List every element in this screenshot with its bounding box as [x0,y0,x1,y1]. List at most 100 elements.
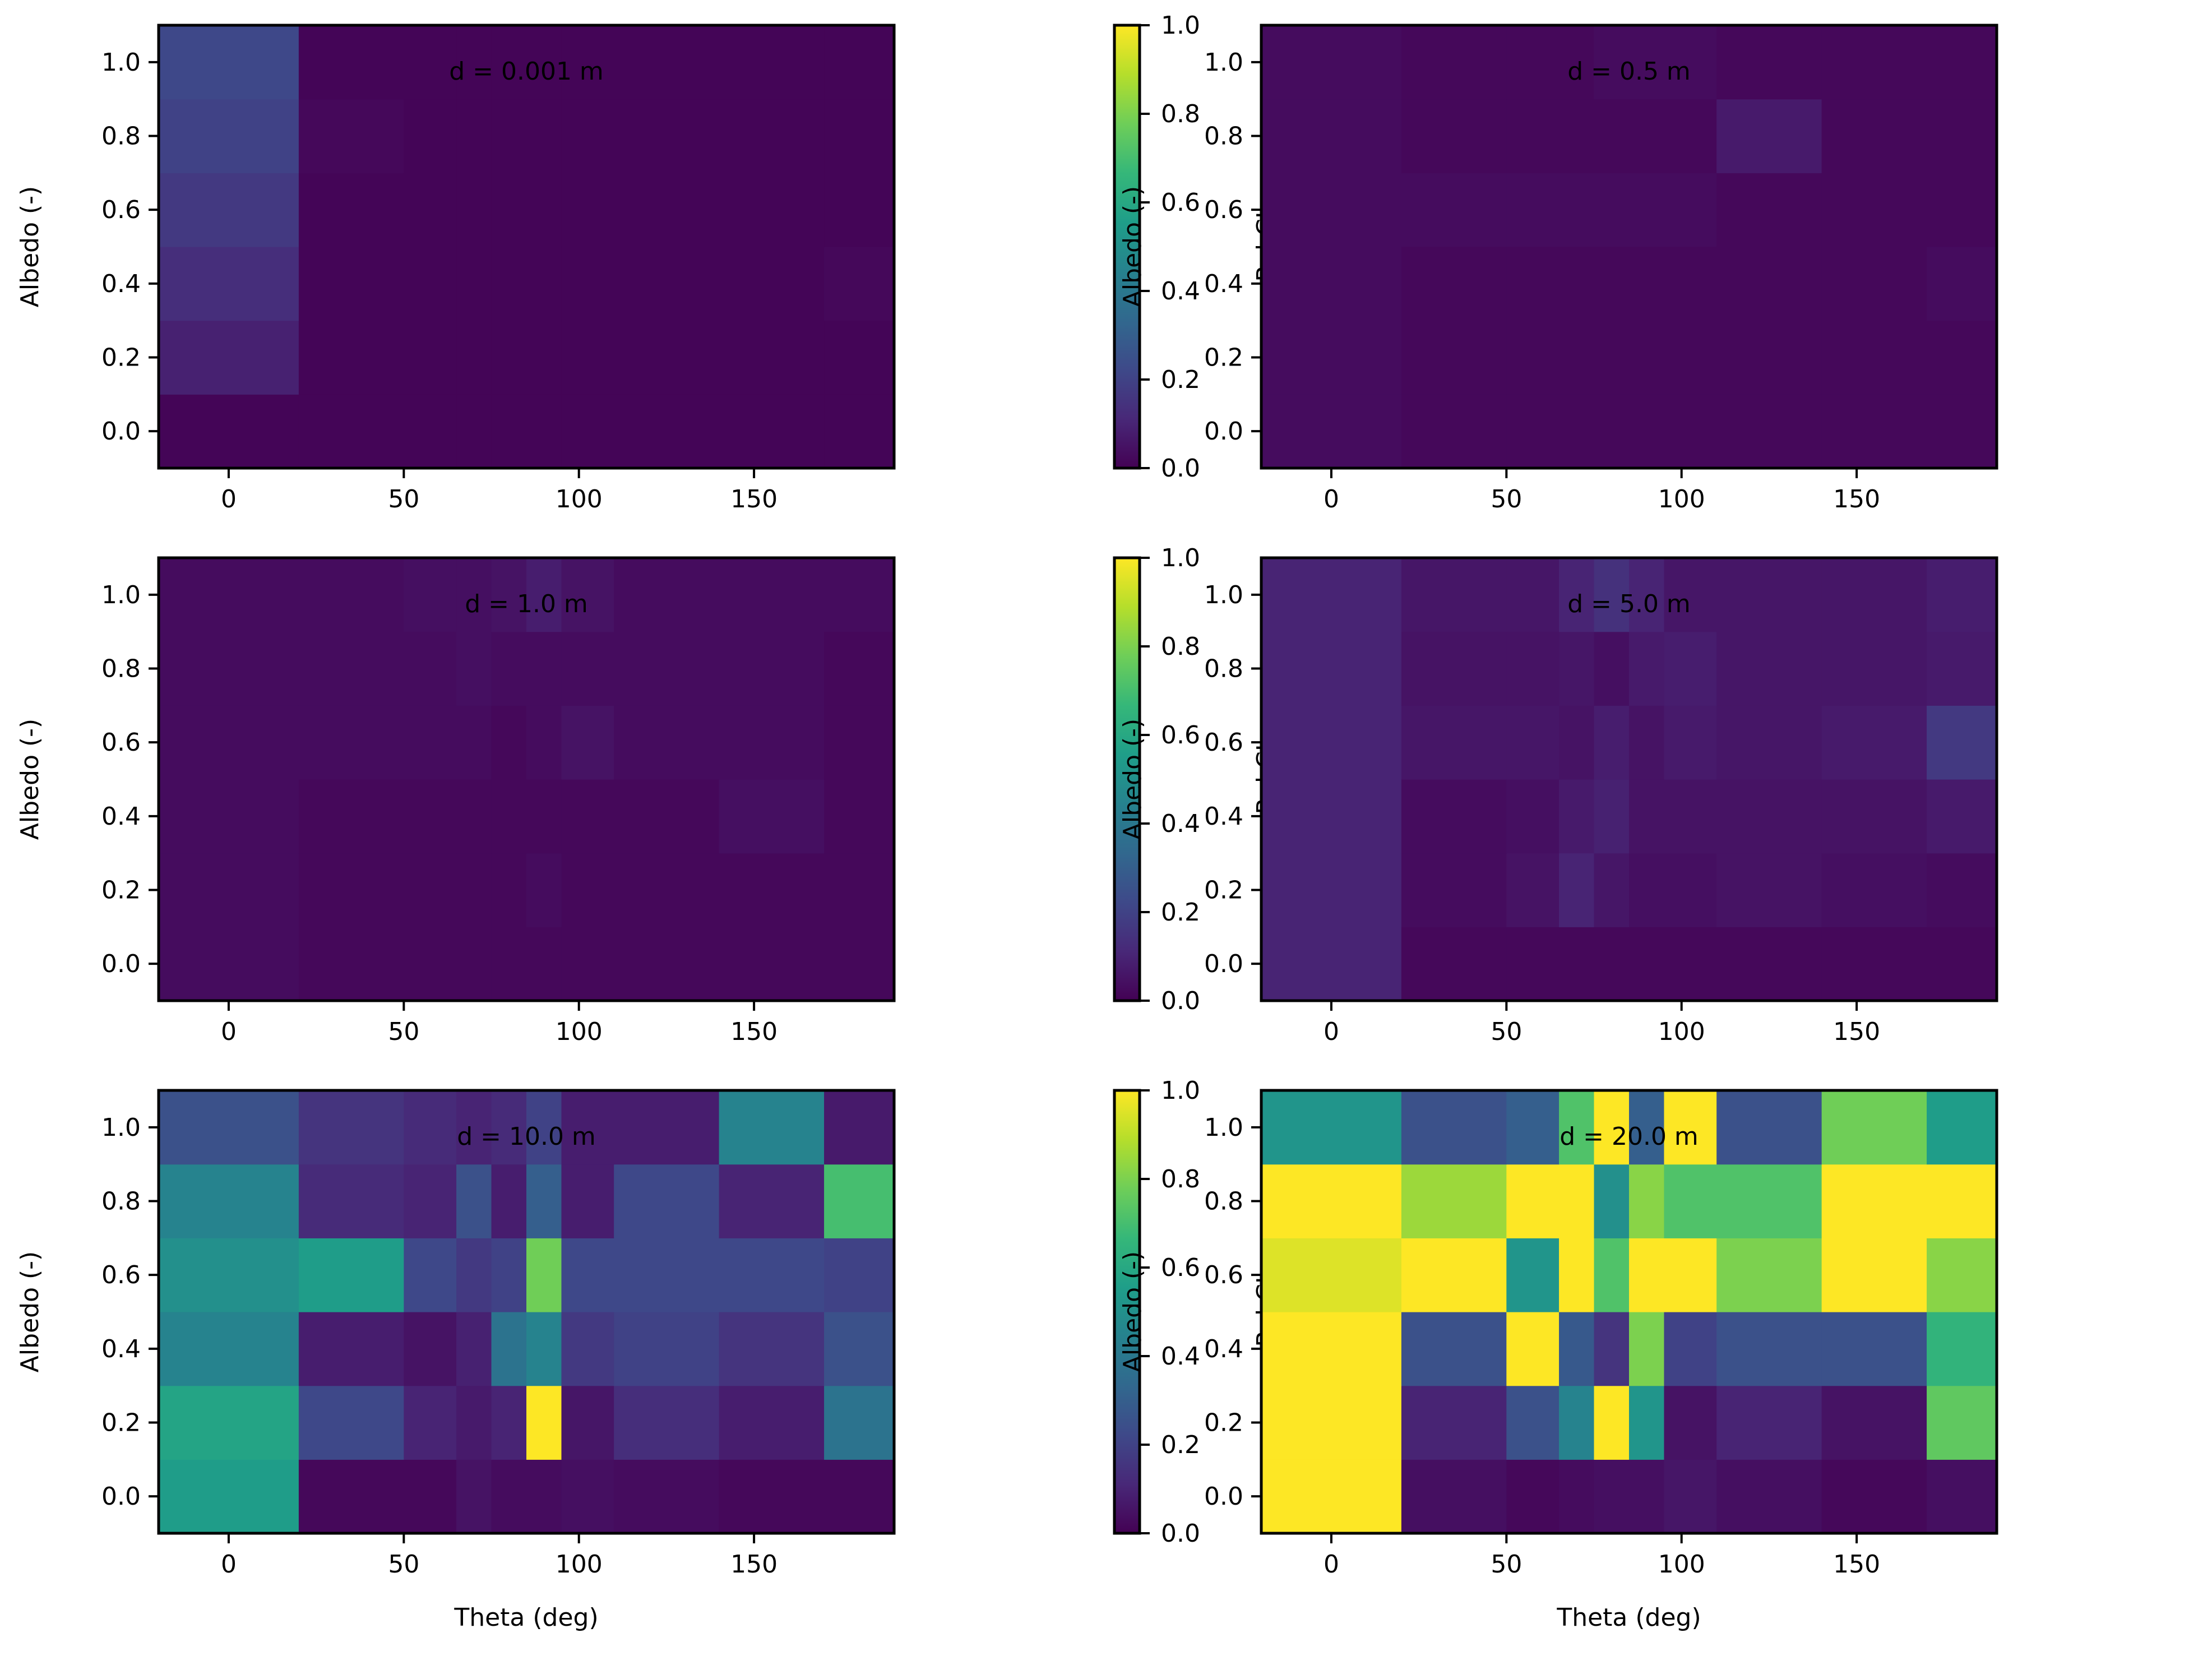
heatmap-cell [1559,853,1595,927]
heatmap-cell [1401,1459,1507,1534]
heatmap-cell [404,1312,457,1386]
heatmap-cell [526,1164,562,1238]
heatmap-cell [1506,631,1559,706]
x-tick-label: 100 [556,1550,603,1579]
heatmap-cell [491,927,527,1001]
heatmap-cell [1261,1238,1402,1312]
heatmap-cell [1594,320,1630,395]
heatmap-cell [1261,1385,1402,1460]
heatmap-cell [298,320,404,395]
heatmap-cell [298,1090,404,1165]
y-axis-label: Albedo (-) [16,1251,44,1372]
heatmap-cell [561,705,614,780]
heatmap-cell [1559,25,1595,100]
heatmap-cell [1716,1164,1822,1238]
heatmap-cell [1629,705,1665,780]
heatmap-cell [1401,25,1507,100]
y-tick-label: 0.4 [101,270,141,298]
y-axis-label: Albedo (-) [1118,719,1147,840]
heatmap-cell [1261,1312,1402,1386]
y-tick-label: 1.0 [1204,1113,1243,1142]
heatmap-cell [1261,853,1402,927]
colorbar-tick-label: 0.8 [1161,632,1200,661]
heatmap-cell [1401,247,1507,321]
heatmap-cell [719,1312,825,1386]
heatmap-cell [1506,247,1559,321]
y-tick-label: 1.0 [101,1113,141,1142]
heatmap-cell [1821,1164,1927,1238]
heatmap-cell [1559,927,1595,1001]
heatmap-cell [159,853,299,927]
heatmap-cell [1401,1164,1507,1238]
heatmap-cell [1401,1312,1507,1386]
heatmap-cell [1821,394,1927,469]
heatmap-cell [719,247,825,321]
heatmap-cell [1629,1164,1665,1238]
colorbar-gradient [1114,558,1140,1001]
heatmap-cell [614,1312,720,1386]
colorbar-tick-label: 0.8 [1161,1165,1200,1194]
heatmap-cell [456,1459,492,1534]
heatmap-cell [404,631,457,706]
heatmap-cell [824,394,895,469]
heatmap-cell [1716,1090,1822,1165]
heatmap-cell [719,927,825,1001]
heatmap-cell [456,394,492,469]
heatmap-cell [1716,99,1822,173]
heatmap-cell [159,1385,299,1460]
heatmap-cell [404,99,457,173]
heatmap-cell [1664,320,1717,395]
axes-frame [1260,1089,1998,1535]
heatmap-cell [404,927,457,1001]
heatmap-cell [526,853,562,927]
heatmap-cell [1629,1238,1665,1312]
heatmap-cell [1664,631,1717,706]
heatmap-cell [404,1238,457,1312]
heatmap-cell [1506,1238,1559,1312]
heatmap-cell [1559,631,1595,706]
heatmap-cell [1629,779,1665,854]
x-tick-label: 50 [388,1550,419,1579]
heatmap-cell [491,247,527,321]
heatmap-cell [614,1090,720,1165]
heatmap-cell [159,320,299,395]
heatmap-cell [1716,173,1822,247]
heatmap-cell [824,1312,895,1386]
axes-frame [157,24,896,470]
heatmap-cell [298,1459,404,1534]
heatmap-cell [1401,173,1507,247]
heatmap-cell [1927,1312,1997,1386]
heatmap-cell [404,320,457,395]
heatmap-cell [1821,1385,1927,1460]
heatmap-cell [491,173,527,247]
colorbar-tick-label: 0.0 [1161,987,1200,1015]
heatmap-cell [1821,853,1927,927]
heatmap-cell [1594,1164,1630,1238]
heatmap-cell [491,705,527,780]
x-tick-label: 0 [221,485,237,514]
heatmap-cell [1927,631,1997,706]
heatmap-cell [1559,705,1595,780]
heatmap-cell [1821,631,1927,706]
heatmap-cell [491,779,527,854]
heatmap-cell [719,1385,825,1460]
heatmap-cell [614,558,720,632]
y-tick-label: 1.0 [101,48,141,77]
heatmap-cell [1716,705,1822,780]
heatmap-cell [561,1090,614,1165]
heatmap-cell [824,631,895,706]
heatmap-cell [298,853,404,927]
heatmap-cell [1716,25,1822,100]
heatmap-cell [719,320,825,395]
heatmap-cell [1506,558,1559,632]
heatmap-cell [404,247,457,321]
panel-title: d = 20.0 m [1559,1122,1699,1151]
heatmap-cell [491,1385,527,1460]
colorbar-frame [1113,24,1141,470]
heatmap-cell [526,25,562,100]
heatmap-cell [1927,1238,1997,1312]
heatmap-cell [614,173,720,247]
heatmap-cell [1559,1090,1595,1165]
